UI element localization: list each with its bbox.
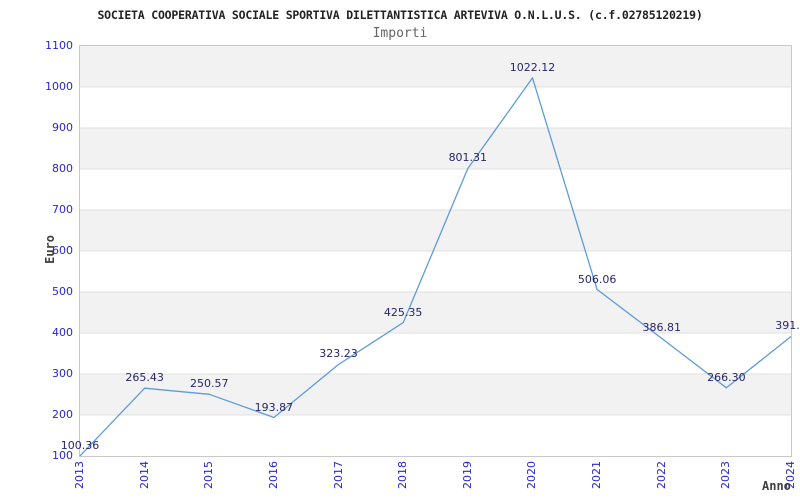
- plot-area: [79, 45, 792, 457]
- chart-subtitle: Importi: [372, 26, 428, 41]
- value-label-2018: 425.35: [383, 305, 423, 319]
- y-tick-label-400: 400: [52, 326, 73, 339]
- value-label-2016: 193.87: [254, 400, 294, 414]
- value-label-2022: 386.81: [642, 321, 681, 335]
- value-label-2019: 801.31: [448, 151, 488, 165]
- x-axis-title: Anno: [762, 479, 791, 493]
- y-tick-label-100: 100: [52, 449, 73, 462]
- value-label-2014: 265.43: [125, 371, 164, 385]
- x-tick-label-2015: 2015: [202, 461, 216, 489]
- value-label-2020: 1022.12: [509, 60, 556, 74]
- value-label-2013: 100.36: [60, 438, 100, 452]
- x-tick-label-2016: 2016: [266, 461, 280, 489]
- y-tick-label-800: 800: [52, 162, 73, 175]
- value-label-2023: 266.30: [707, 370, 746, 384]
- y-tick-label-600: 600: [52, 244, 73, 257]
- x-tick-label-2017: 2017: [331, 461, 345, 489]
- y-tick-label-900: 900: [52, 121, 73, 134]
- value-label-2021: 506.06: [577, 272, 617, 286]
- line-series-svg: [79, 77, 792, 457]
- y-tick-label-300: 300: [52, 367, 73, 380]
- value-label-2017: 323.23: [319, 347, 358, 361]
- y-tick-label-200: 200: [52, 408, 73, 421]
- value-label-2015: 250.57: [190, 377, 229, 391]
- y-axis-title: Euro: [43, 235, 57, 264]
- x-tick-label-2020: 2020: [525, 461, 539, 489]
- chart-title: SOCIETA COOPERATIVA SOCIALE SPORTIVA DIL…: [97, 8, 703, 22]
- y-tick-label-1100: 1100: [45, 39, 73, 52]
- x-tick-label-2018: 2018: [396, 461, 410, 489]
- y-tick-label-500: 500: [52, 285, 73, 298]
- importi-line-series: [79, 77, 792, 457]
- x-tick-label-2014: 2014: [137, 461, 151, 489]
- value-label-2024: 391.5: [775, 319, 800, 333]
- y-tick-label-700: 700: [52, 203, 73, 216]
- x-tick-label-2022: 2022: [654, 461, 668, 489]
- y-tick-label-1000: 1000: [45, 80, 73, 93]
- x-tick-label-2019: 2019: [460, 461, 474, 489]
- x-tick-label-2021: 2021: [590, 461, 604, 489]
- x-tick-label-2023: 2023: [719, 461, 733, 489]
- x-tick-label-2013: 2013: [73, 461, 86, 489]
